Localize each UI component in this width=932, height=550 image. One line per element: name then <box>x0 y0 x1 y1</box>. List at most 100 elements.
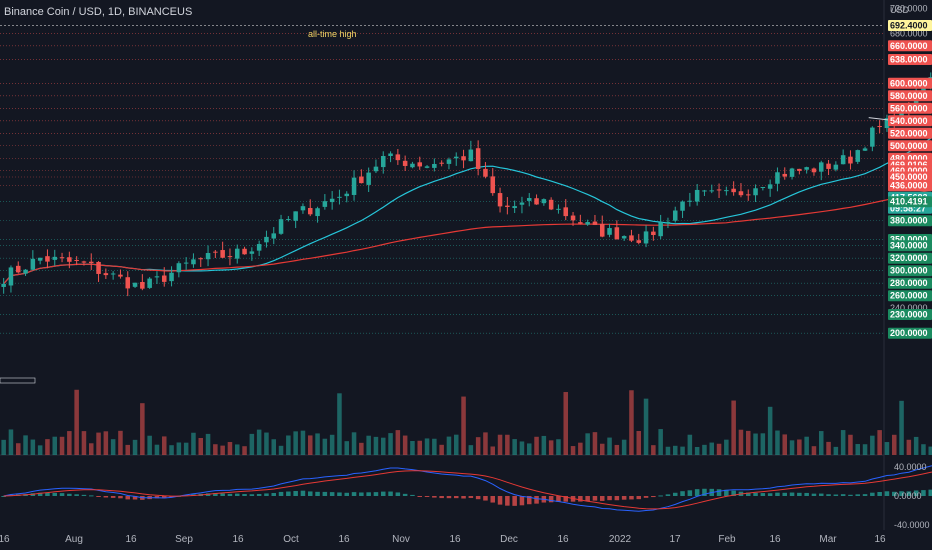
oscillator-histogram-bar <box>103 496 109 498</box>
price-badge[interactable] <box>888 20 932 32</box>
oscillator-histogram-bar <box>614 496 620 501</box>
symbol-legend[interactable]: Binance Coin / USD, 1D, BINANCEUS <box>4 6 193 18</box>
candle-body <box>23 269 28 274</box>
candle-body <box>88 261 94 264</box>
candle-body <box>293 211 298 221</box>
volume-bar <box>651 445 656 455</box>
oscillator-histogram-bar <box>256 493 262 496</box>
volume-bar <box>373 436 379 455</box>
volume-bar <box>570 446 576 455</box>
all-time-high-annotation: all-time high <box>308 29 357 39</box>
price-badge-label: 200.0000 <box>890 328 928 338</box>
oscillator-histogram-bar <box>242 494 247 496</box>
price-badge[interactable] <box>888 127 932 139</box>
price-badge[interactable] <box>888 196 932 208</box>
oscillator-histogram-bar <box>351 492 357 496</box>
volume-bar <box>366 435 371 455</box>
volume-bar <box>96 432 101 455</box>
volume-bar <box>672 445 678 455</box>
oscillator-histogram-bar <box>731 490 736 496</box>
volume-bar <box>359 442 364 455</box>
price-badge[interactable] <box>888 215 932 227</box>
oscillator-histogram-bar <box>621 496 627 500</box>
candle-body <box>519 202 525 205</box>
candle-body <box>380 155 386 168</box>
oscillator-histogram-bar <box>592 496 598 501</box>
oscillator-histogram-bar <box>37 492 43 496</box>
price-badge-label: 600.0000 <box>890 78 928 88</box>
price-badge[interactable] <box>888 327 932 339</box>
oscillator-histogram-bar <box>96 496 101 497</box>
price-badge[interactable] <box>888 252 932 264</box>
oscillator-histogram-bar <box>417 496 423 497</box>
volume-bar <box>424 438 430 455</box>
time-axis[interactable]: 16 Aug 16 Sep 16 Oct 16 Nov 16 Dec 16 2022 17 Feb 16 Ma… <box>0 534 886 545</box>
oscillator-histogram-bar <box>337 492 342 496</box>
candle-body <box>760 186 766 188</box>
volume-bar <box>88 443 94 455</box>
price-badge[interactable] <box>888 180 932 192</box>
price-badge[interactable] <box>888 240 932 252</box>
candle-body <box>351 177 357 195</box>
candle-body <box>1 283 6 287</box>
volume-bar <box>621 439 627 455</box>
oscillator-histogram-bar <box>1 496 6 497</box>
volume-bar <box>658 429 663 455</box>
oscillator-histogram-bar <box>373 492 379 496</box>
time-tick-label: 16 <box>338 534 350 545</box>
price-badge[interactable] <box>888 290 932 302</box>
oscillator-histogram-bar <box>424 496 430 498</box>
volume-bar <box>147 435 152 455</box>
volume-bar <box>636 430 642 455</box>
volume-bar <box>782 434 788 455</box>
price-badge[interactable] <box>888 277 932 289</box>
volume-bar <box>789 440 795 455</box>
oscillator-histogram-bar <box>213 493 218 496</box>
price-badge[interactable] <box>888 102 932 114</box>
price-badge-label: 480.0000 <box>890 153 928 163</box>
oscillator-histogram-bar <box>716 489 722 496</box>
volume-bar <box>234 444 240 455</box>
price-badge[interactable] <box>888 115 932 127</box>
oscillator-histogram-bar <box>315 491 320 496</box>
price-badge[interactable] <box>888 54 932 66</box>
volume-bar <box>468 445 474 455</box>
candle-body <box>125 277 131 289</box>
price-badge[interactable] <box>888 171 932 183</box>
volume-bar <box>293 431 298 455</box>
volume-bar <box>110 439 116 455</box>
price-tick-label: 680.0000 <box>890 28 928 38</box>
price-badge[interactable] <box>888 140 932 152</box>
price-badge[interactable] <box>888 265 932 277</box>
oscillator-signal-line <box>3 470 932 510</box>
candle-body <box>205 253 211 260</box>
candle-body <box>329 198 335 203</box>
volume-bar <box>242 446 247 455</box>
price-badge[interactable] <box>888 40 932 52</box>
price-badge[interactable] <box>888 308 932 320</box>
volume-bar <box>877 430 882 455</box>
volume-bar <box>709 442 715 455</box>
volume-bar <box>198 437 204 455</box>
candle-body <box>52 256 58 260</box>
candle-body <box>198 258 204 260</box>
oscillator-tick-label: -40.0000 <box>894 520 930 530</box>
candle-body <box>446 159 452 164</box>
oscillator-histogram-bar <box>402 493 408 496</box>
oscillator-histogram-bar <box>52 492 58 496</box>
oscillator-histogram-bar <box>453 496 459 499</box>
candle-body <box>8 267 14 286</box>
oscillator-histogram-bar <box>344 492 350 496</box>
candle-body <box>191 259 196 265</box>
oscillator-histogram-bar <box>906 491 912 496</box>
volume-bar <box>891 434 897 455</box>
time-tick-label: 16 <box>769 534 781 545</box>
volume-bar <box>475 437 481 455</box>
candle-body <box>621 236 627 239</box>
candle-body <box>658 222 663 237</box>
price-badge[interactable] <box>888 90 932 102</box>
oscillator-histogram-bar <box>468 496 474 498</box>
price-badge[interactable] <box>888 77 932 89</box>
